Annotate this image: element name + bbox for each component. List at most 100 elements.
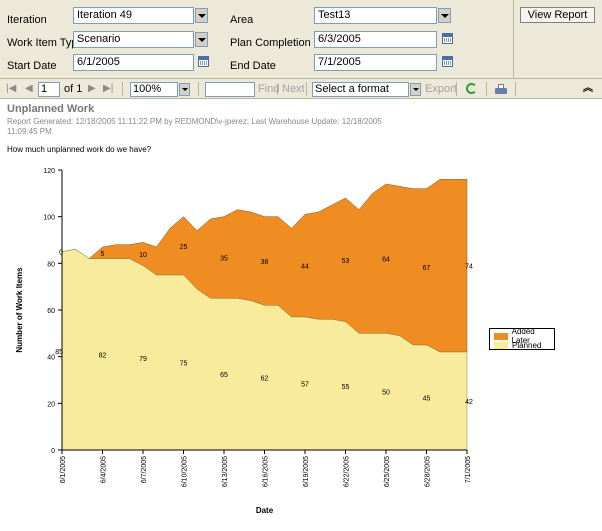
start-date-label: Start Date — [7, 60, 57, 72]
first-page-icon[interactable]: |◀ — [6, 83, 17, 94]
report-generated-info: Report Generated: 12/18/2005 11:11:22 PM… — [7, 117, 382, 136]
view-report-button[interactable]: View Report — [520, 7, 595, 23]
x-tick-label: 6/16/2005 — [263, 456, 270, 487]
x-tick-label: 6/25/2005 — [384, 456, 391, 487]
y-tick-label: 40 — [47, 355, 55, 362]
parameters-panel: Iteration Iteration 49 Area Test13 Work … — [0, 0, 602, 79]
y-tick-label: 60 — [47, 308, 55, 315]
toolbar-separator — [456, 82, 457, 96]
data-label: 45 — [423, 396, 431, 403]
collapse-parameters-icon[interactable]: ︽ — [583, 83, 593, 94]
data-label: 38 — [261, 259, 269, 266]
zoom-dropdown-button[interactable] — [179, 83, 190, 96]
find-input[interactable] — [205, 82, 255, 97]
y-tick-label: 80 — [47, 261, 55, 268]
plan-completion-date-label: Plan Completion Date — [230, 37, 338, 49]
export-format-dropdown-button[interactable] — [410, 83, 421, 96]
x-tick-label: 6/4/2005 — [101, 456, 108, 483]
zoom-select[interactable]: 100% — [130, 82, 178, 97]
iteration-label: Iteration — [7, 14, 47, 26]
data-label: 75 — [180, 361, 188, 368]
export-format-select[interactable]: Select a format — [312, 82, 409, 97]
work-item-type-dropdown-button[interactable] — [195, 32, 208, 47]
series-area-planned — [61, 249, 468, 451]
end-date-label: End Date — [230, 60, 276, 72]
toolbar-separator — [306, 82, 307, 96]
data-label: 50 — [382, 390, 390, 397]
data-label: 82 — [99, 352, 107, 359]
x-tick-label: 6/1/2005 — [60, 456, 67, 483]
y-axis-title: Number of Work Items — [15, 267, 24, 353]
x-tick-label: 6/22/2005 — [344, 456, 351, 487]
data-label: 35 — [220, 256, 228, 263]
data-label: 62 — [261, 376, 269, 383]
next-link[interactable]: Next — [282, 83, 305, 95]
data-label: 44 — [301, 264, 309, 271]
iteration-select[interactable]: Iteration 49 — [73, 7, 194, 24]
refresh-icon[interactable] — [466, 83, 477, 94]
start-date-input[interactable]: 6/1/2005 — [73, 54, 194, 71]
area-select[interactable]: Test13 — [314, 7, 437, 24]
data-label: 0 — [59, 250, 63, 257]
y-tick-label: 20 — [47, 401, 55, 408]
data-label: 85 — [55, 349, 63, 356]
iteration-dropdown-button[interactable] — [195, 8, 208, 23]
calendar-icon[interactable] — [442, 33, 453, 44]
data-label: 42 — [465, 399, 473, 406]
previous-page-icon[interactable]: ◀ — [25, 83, 33, 94]
data-label: 5 — [101, 251, 105, 258]
print-icon[interactable] — [495, 84, 507, 94]
x-tick-label: 7/1/2005 — [465, 456, 472, 483]
report-toolbar: |◀ ◀ 1 of 1 ▶ ▶| 100% Find | Next Select… — [0, 79, 602, 99]
data-label: 74 — [465, 264, 473, 271]
report-title: Unplanned Work — [7, 103, 95, 115]
legend-item-added-later: Added Later — [494, 327, 554, 345]
find-link[interactable]: Find — [258, 83, 280, 95]
legend-item-planned: Planned — [494, 340, 542, 350]
data-label: 67 — [423, 265, 431, 272]
toolbar-separator — [198, 82, 199, 96]
legend-label-planned: Planned — [512, 340, 542, 350]
data-label: 65 — [220, 372, 228, 379]
page-count: of 1 — [64, 83, 83, 95]
toolbar-separator — [122, 82, 123, 96]
x-axis-title: Date — [256, 506, 274, 515]
end-date-input[interactable]: 7/1/2005 — [314, 54, 437, 71]
legend-label-added-later: Added Later — [511, 327, 535, 345]
find-next-separator: | — [276, 83, 279, 95]
toolbar-separator — [486, 82, 487, 96]
x-tick-label: 6/13/2005 — [222, 456, 229, 487]
plan-completion-date-input[interactable]: 6/3/2005 — [314, 31, 437, 48]
y-tick-label: 0 — [51, 448, 55, 455]
area-dropdown-button[interactable] — [438, 8, 451, 23]
x-tick-label: 6/7/2005 — [141, 456, 148, 483]
next-page-icon[interactable]: ▶ — [88, 83, 96, 94]
data-label: 53 — [342, 258, 350, 265]
y-tick-label: 120 — [43, 168, 55, 175]
area-label: Area — [230, 14, 254, 26]
last-page-icon[interactable]: ▶| — [103, 83, 114, 94]
report-question: How much unplanned work do we have? — [7, 145, 152, 154]
data-label: 25 — [180, 244, 188, 251]
x-tick-label: 6/28/2005 — [425, 456, 432, 487]
calendar-icon[interactable] — [442, 56, 453, 67]
page-number-input[interactable]: 1 — [38, 82, 60, 97]
x-tick-label: 6/10/2005 — [182, 456, 189, 487]
work-item-type-select[interactable]: Scenario — [73, 31, 194, 48]
x-tick-label: 6/19/2005 — [303, 456, 310, 487]
y-tick-label: 100 — [43, 215, 55, 222]
data-label: 79 — [139, 356, 147, 363]
calendar-icon[interactable] — [198, 56, 209, 67]
legend-swatch-added-later — [494, 332, 508, 340]
data-label: 55 — [342, 384, 350, 391]
chart-legend: Added Later Planned — [489, 327, 555, 350]
legend-swatch-planned — [494, 341, 508, 349]
data-label: 57 — [301, 382, 309, 389]
data-label: 10 — [139, 252, 147, 259]
panel-divider — [513, 0, 514, 79]
export-link[interactable]: Export — [425, 83, 457, 95]
work-item-type-label: Work Item Type — [7, 37, 84, 49]
data-label: 64 — [382, 257, 390, 264]
toolbar-separator — [515, 82, 516, 96]
